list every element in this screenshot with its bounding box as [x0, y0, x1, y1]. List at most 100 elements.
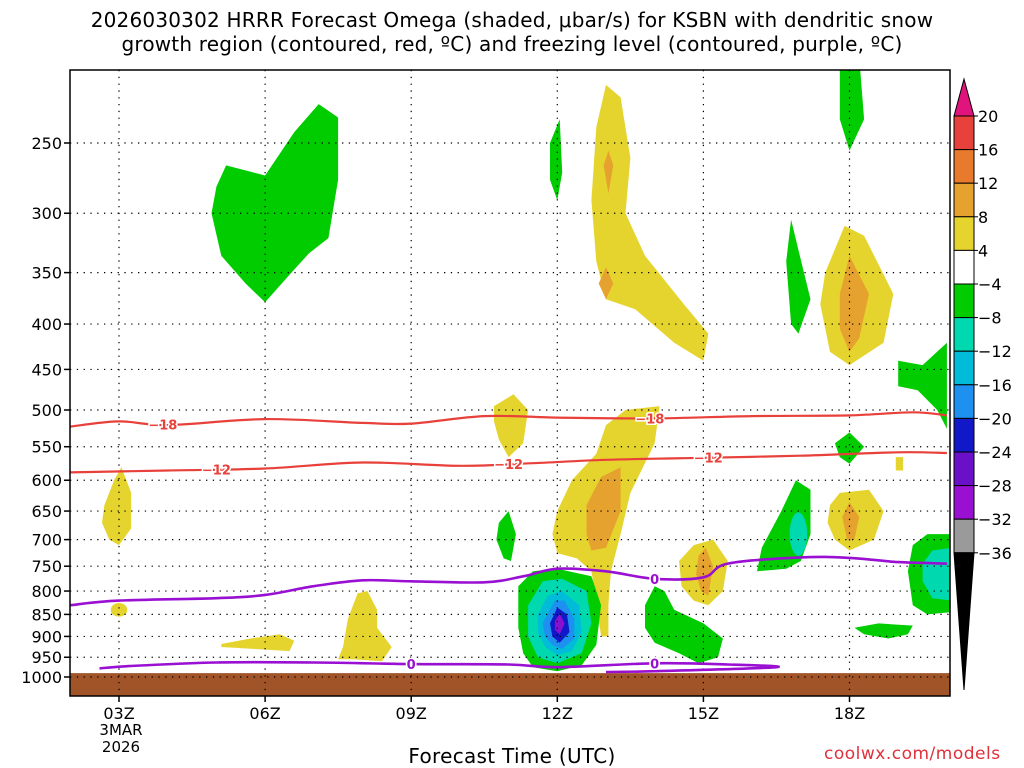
contour-label: 0 — [650, 657, 659, 672]
colorbar-bin — [953, 317, 975, 352]
omega-upper-descent-13z — [591, 84, 709, 361]
y-tick-label: 550 — [31, 438, 62, 457]
omega-strong-ascent-12z-core — [554, 613, 565, 635]
colorbar-bin — [953, 485, 975, 520]
date-label-day: 3MAR — [99, 721, 142, 739]
y-tick-label: 800 — [31, 582, 62, 601]
x-axis: 03Z 06Z 09Z 12Z 15Z 18Z — [103, 696, 865, 723]
omega-ascent-17z — [786, 219, 811, 334]
x-tick-label: 15Z — [688, 704, 719, 723]
omega-descent-03z-low — [110, 603, 128, 617]
y-tick-label: 650 — [31, 502, 62, 521]
omega-ascent-1830z-low — [854, 623, 913, 639]
contour-label: −18 — [635, 412, 664, 427]
colorbar-label: −8 — [978, 309, 1002, 328]
x-axis-title: Forecast Time (UTC) — [408, 744, 616, 768]
y-axis: 250 300 350 400 450 500 550 600 650 700 750 800 850 9… — [21, 134, 70, 687]
contour-label: 0 — [407, 658, 416, 673]
colorbar-bin — [953, 149, 975, 184]
contour-label: −12 — [494, 458, 523, 473]
omega-ascent-20z-low-core — [922, 548, 950, 601]
omega-shading — [70, 70, 950, 696]
colorbar-label: −20 — [978, 409, 1012, 428]
contour-label: −12 — [694, 452, 723, 467]
omega-upper-ascent-12z — [550, 119, 563, 201]
omega-ascent-18z-top — [839, 70, 865, 151]
plot-frame — [69, 69, 951, 697]
omega-descent-18z-core — [839, 255, 869, 352]
colorbar-label: 12 — [978, 174, 998, 193]
omega-upper-descent-13z-core2 — [598, 267, 614, 300]
y-tick-label: 950 — [31, 648, 62, 667]
colorbar-bin — [953, 182, 975, 218]
omega-descent-1100z — [494, 394, 529, 458]
colorbar-label: −12 — [978, 342, 1012, 361]
contour-dgz-minus-12 — [70, 451, 947, 474]
colorbar-label: −28 — [978, 477, 1012, 496]
colorbar-label: 8 — [978, 208, 988, 227]
y-tick-label: 750 — [31, 557, 62, 576]
chart-title-line-1: 2026030302 HRRR Forecast Omega (shaded, … — [90, 8, 934, 32]
colorbar: 20 16 12 8 4 −4 −8 −12 −16 −20 −24 −28 −32 −36 — [953, 77, 1012, 691]
colorbar-bin — [953, 283, 975, 319]
omega-descent-06z-low — [221, 634, 295, 652]
y-tick-label: 1000 — [21, 668, 62, 687]
colorbar-bin — [953, 350, 975, 386]
omega-upper-descent-13z-core — [603, 150, 614, 194]
colorbar-label: −32 — [978, 510, 1012, 529]
y-tick-label: 850 — [31, 605, 62, 624]
ground-terrain — [70, 673, 950, 696]
colorbar-bin — [953, 249, 975, 285]
omega-descent-15z-core — [696, 547, 714, 596]
date-label-year: 2026 — [102, 738, 140, 756]
colorbar-bin — [953, 518, 975, 554]
y-tick-label: 700 — [31, 531, 62, 550]
x-tick-label: 03Z — [103, 704, 134, 723]
y-tick-label: 500 — [31, 401, 62, 420]
y-tick-label: 250 — [31, 134, 62, 153]
colorbar-bin-top-arrow — [953, 77, 975, 117]
grid — [70, 70, 950, 696]
y-tick-label: 450 — [31, 360, 62, 379]
credit-text: coolwx.com/models — [824, 744, 1001, 764]
omega-upper-ascent-06z — [211, 104, 339, 303]
omega-ascent-18z-550 — [834, 432, 865, 464]
omega-ascent-17z-mid-core — [789, 512, 808, 556]
colorbar-bin — [953, 417, 975, 453]
colorbar-label: 4 — [978, 241, 988, 260]
y-tick-label: 350 — [31, 264, 62, 283]
chart-title-line-2: growth region (contoured, red, ºC) and f… — [121, 32, 903, 56]
contours: −18 −18 −12 −12 −12 0 0 0 — [70, 411, 948, 675]
omega-ascent-1100z-mid — [496, 511, 516, 561]
x-tick-label: 09Z — [396, 704, 427, 723]
colorbar-bin — [953, 451, 975, 487]
omega-ascent-1930z — [898, 342, 947, 429]
colorbar-label: 20 — [978, 107, 998, 126]
colorbar-bin-bottom-arrow — [953, 552, 975, 691]
colorbar-label: 16 — [978, 141, 998, 160]
colorbar-bin — [953, 115, 975, 151]
x-tick-label: 06Z — [249, 704, 280, 723]
omega-ascent-1430z-low — [645, 586, 723, 664]
colorbar-bin — [953, 216, 975, 251]
y-tick-label: 600 — [31, 471, 62, 490]
colorbar-label: −36 — [978, 544, 1012, 563]
omega-descent-08z — [338, 591, 392, 662]
colorbar-label: −4 — [978, 275, 1002, 294]
contour-freezing-level-upper — [70, 555, 947, 607]
contour-label: −18 — [148, 419, 177, 434]
colorbar-label: −16 — [978, 376, 1012, 395]
contour-dgz-minus-18 — [70, 411, 948, 428]
x-tick-label: 12Z — [542, 704, 573, 723]
contour-label: 0 — [650, 573, 659, 588]
x-tick-label: 18Z — [834, 704, 865, 723]
y-tick-label: 400 — [31, 315, 62, 334]
y-tick-label: 300 — [31, 204, 62, 223]
contour-freezing-level-lower — [99, 660, 780, 674]
omega-descent-1300z-core — [586, 467, 621, 551]
y-tick-label: 900 — [31, 627, 62, 646]
colorbar-bin — [953, 384, 975, 419]
omega-descent-03z — [102, 467, 132, 546]
contour-label: −12 — [202, 463, 231, 478]
